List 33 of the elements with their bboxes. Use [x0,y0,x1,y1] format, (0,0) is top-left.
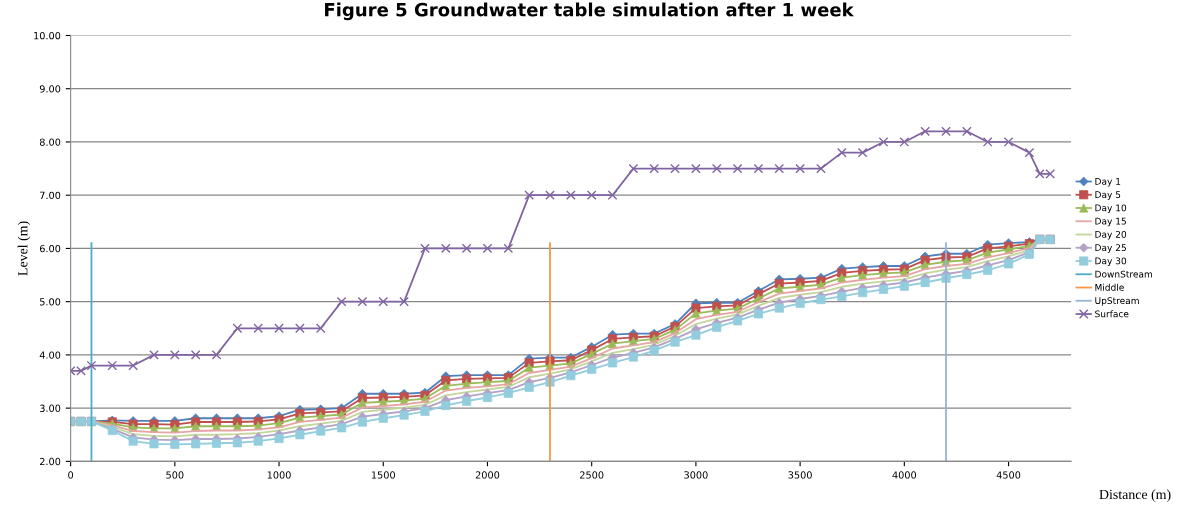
legend-label: Day 25 [1095,244,1126,253]
y-tick-label: 7.00 [40,191,61,200]
x-tick-label: 1000 [267,471,291,479]
x-tick-label: 0 [68,471,74,479]
x-tick-label: 500 [166,471,184,479]
legend-label: Surface [1095,310,1129,318]
legend-label: Day 20 [1095,230,1127,240]
y-tick-label: 4.00 [39,351,61,359]
legend-label: Day 1 [1095,178,1121,187]
legend-label: Day 5 [1095,191,1121,200]
legend-label: DownStream [1095,270,1153,278]
y-tick-label: 9.00 [39,85,61,93]
x-tick-label: 3000 [684,471,708,479]
legend-label: Day 10 [1095,204,1127,214]
y-tick-label: 8.00 [39,138,61,146]
y-tick-label: 6.00 [39,244,61,253]
y-tick-label: 2.00 [39,457,61,466]
x-tick-label: 3500 [788,471,812,479]
x-tick-label: 2500 [580,471,604,479]
legend-label: Middle [1095,283,1124,291]
y-tick-label: 5.00 [40,298,61,306]
x-tick-label: 4000 [892,471,917,479]
x-axis-title: Distance (m) [1099,489,1171,502]
x-tick-label: 1500 [371,471,395,479]
legend-label: Day 15 [1095,217,1126,227]
x-tick-label: 2000 [475,471,500,479]
y-tick-label: 3.00 [39,404,61,412]
y-axis-title: Level (m) [17,221,31,276]
y-tick-label: 10.00 [34,31,61,40]
chart-title: Figure 5 Groundwater table simulation after 1 week [325,2,854,21]
legend-label: Day 30 [1095,257,1127,267]
legend-label: UpStream [1095,297,1139,306]
x-tick-label: 4500 [996,471,1021,479]
